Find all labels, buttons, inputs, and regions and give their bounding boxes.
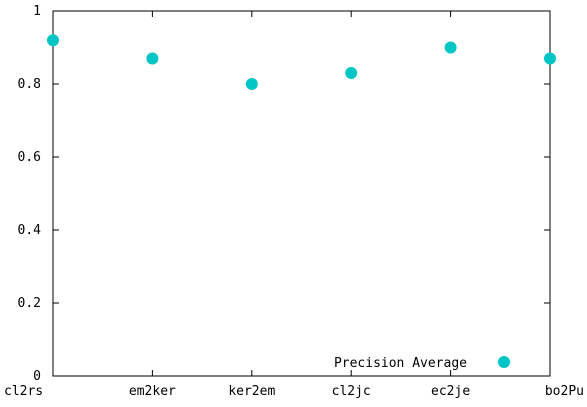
data-point [146,52,159,65]
x-tick-label: ec2je [431,384,470,399]
data-point [444,41,457,54]
y-tick-label: 0.2 [18,296,41,311]
data-point [245,78,258,90]
data-points [47,34,556,90]
legend: Precision Average [334,356,510,371]
legend-marker [498,356,510,368]
plot-frame [52,10,551,377]
y-tick-label: 1 [33,4,41,19]
x-axis: cl2rs em2ker ker2em cl2jc ec2je bo2Pu [4,11,584,399]
x-tick-label: cl2jc [332,384,371,399]
data-point [544,52,556,65]
x-tick-label: bo2Pu [545,384,584,399]
x-tick-label: em2ker [129,384,176,399]
x-tick-label: ker2em [228,384,275,399]
y-tick-label: 0 [33,369,41,384]
data-point [345,67,358,80]
y-axis: 0 0.2 0.4 0.6 0.8 1 [18,4,550,384]
x-tick-label: cl2rs [4,384,43,399]
data-point [47,34,59,47]
legend-label: Precision Average [334,356,467,371]
y-tick-label: 0.6 [18,150,41,165]
y-tick-label: 0.8 [18,77,41,92]
y-tick-label: 0.4 [18,223,42,238]
